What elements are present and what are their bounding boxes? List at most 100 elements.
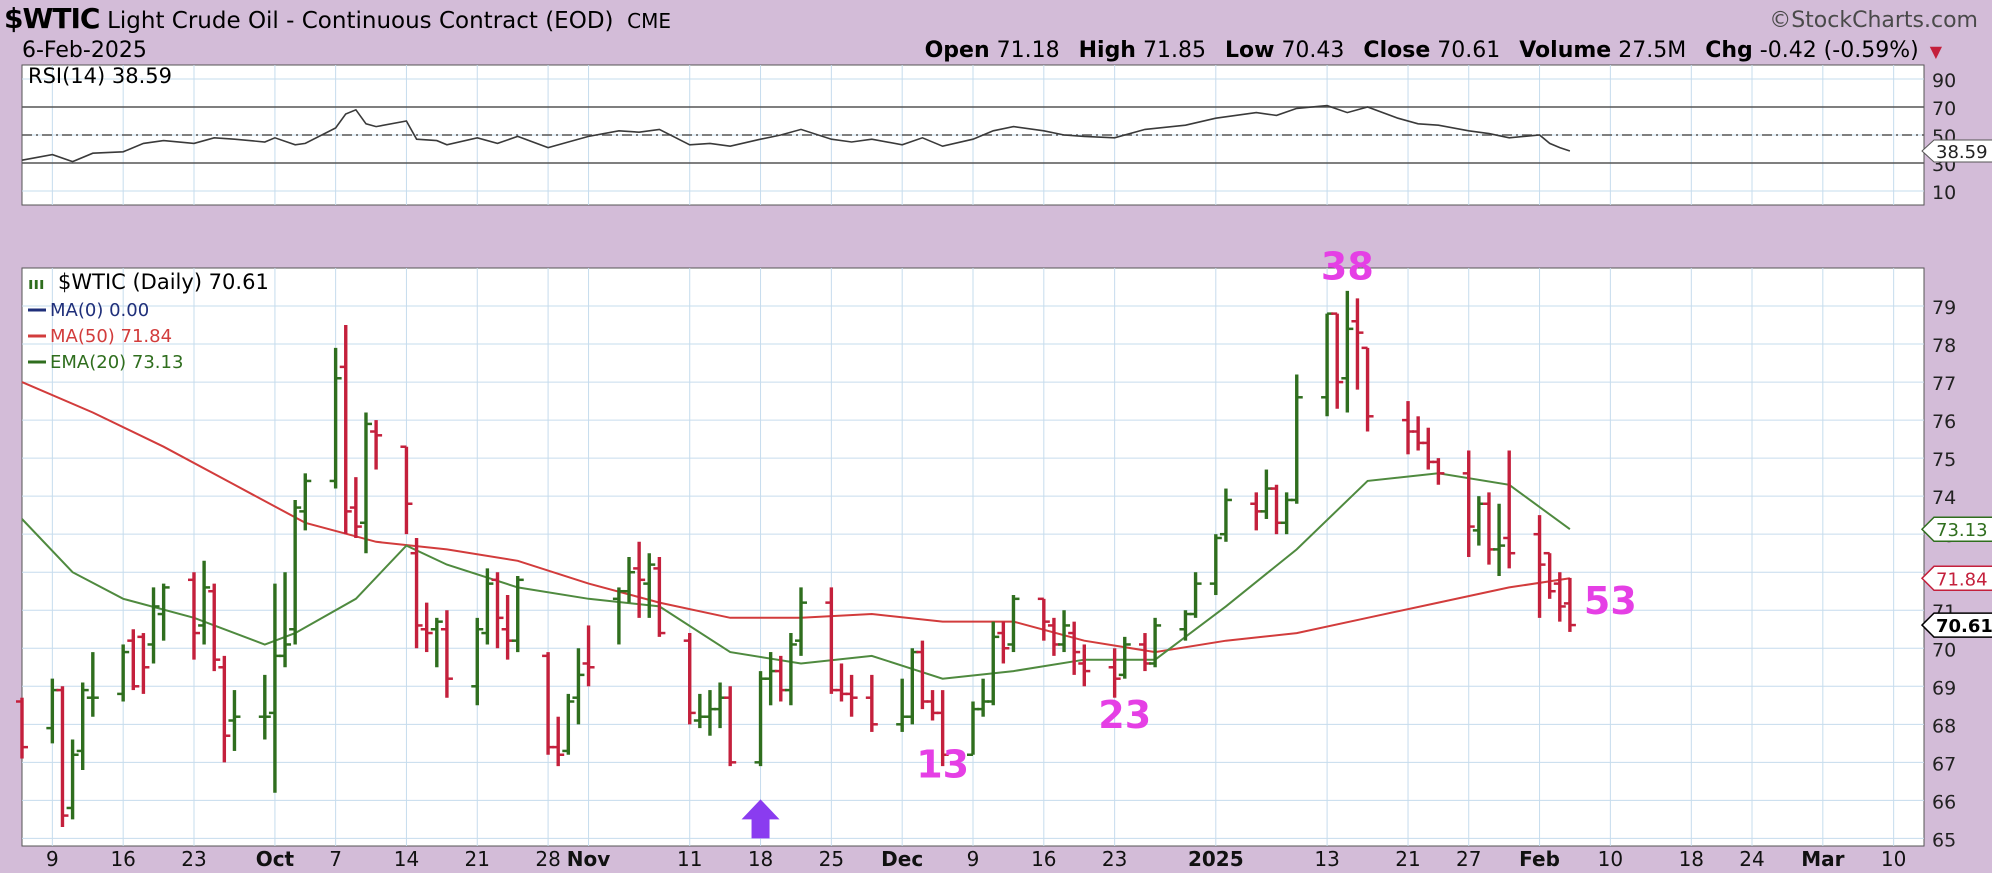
x-tick-label: 16 (1031, 847, 1056, 871)
price-value-tag (1920, 565, 1992, 592)
price-tick-label: 65 (1932, 829, 1956, 851)
ohlc-bar (157, 583, 170, 641)
ohlc-bar (339, 325, 352, 535)
ohlc-bar (198, 560, 211, 645)
price-value-tag (1920, 516, 1992, 542)
ohlc-bar (420, 602, 433, 653)
close-label: Close (1363, 38, 1431, 63)
ohlc-bar (218, 655, 231, 763)
ohlc-bar (1341, 290, 1354, 413)
x-tick-label: 16 (110, 847, 135, 871)
ohlc-bar (1351, 298, 1364, 390)
price-tick-label: 76 (1932, 411, 1956, 433)
ohlc-bar (471, 617, 484, 706)
x-tick-label: 21 (465, 847, 490, 871)
annotation-label: 53 (1584, 579, 1637, 623)
ohlc-bar (633, 541, 646, 618)
ohlc-bar (410, 537, 423, 649)
legend-entry: MA(50) 71.84 (50, 326, 172, 347)
ohlc-bar (1543, 551, 1556, 599)
x-tick-label: 24 (1739, 847, 1764, 871)
price-tick-label: 74 (1932, 487, 1956, 509)
ohlc-summary: Open 71.18 High 71.85 Low 70.43 Close 70… (913, 38, 1942, 63)
ohlc-bar (1290, 374, 1303, 504)
price-tick-label: 75 (1932, 449, 1956, 471)
ohlc-bar (1068, 621, 1081, 675)
x-tick-label: 23 (181, 847, 206, 871)
ohlc-bar (228, 690, 241, 751)
ohlc-bar (987, 621, 1000, 706)
price-value-label: 73.13 (1936, 520, 1988, 541)
ohlc-bar (865, 674, 878, 732)
ohlc-bar (795, 587, 808, 656)
x-tick-label: Feb (1519, 847, 1560, 871)
open-value: 71.18 (996, 38, 1060, 63)
ohlc-bar (16, 697, 28, 759)
volume-value: 27.5M (1618, 38, 1687, 63)
x-tick-label: 25 (819, 847, 844, 871)
low-value: 70.43 (1281, 38, 1345, 63)
x-tick-label: 9 (967, 847, 980, 871)
price-tick-label: 78 (1932, 335, 1956, 357)
x-axis: 9 16 23 Oct 7 14 21 28 Nov 11 18 25 Dec 9 16 23 2025 13 21… (46, 847, 1906, 871)
volume-label: Volume (1519, 38, 1612, 63)
rsi-tick-label: 70 (1932, 98, 1956, 120)
x-tick-label: 2025 (1188, 847, 1244, 871)
price-tick-label: 70 (1932, 639, 1956, 661)
ohlc-bar (481, 568, 494, 645)
ohlc-bar (349, 477, 362, 538)
x-tick-label: 21 (1395, 847, 1420, 871)
ohlc-bar (1037, 597, 1050, 641)
x-tick-label: Oct (256, 847, 295, 871)
ohlc-bar (117, 644, 130, 702)
price-tick-label: 77 (1932, 373, 1956, 395)
ohlc-bar (623, 557, 636, 603)
price-value-tag (1920, 612, 1992, 638)
ohlc-bar (279, 572, 292, 668)
ohlc-bar (289, 499, 302, 645)
high-value: 71.85 (1142, 38, 1206, 63)
ohlc-bar (582, 625, 595, 687)
ohlc-bar (1533, 515, 1546, 618)
down-triangle-icon: ▼ (1929, 42, 1942, 61)
price-tick-label: 67 (1932, 753, 1956, 775)
ohlc-bar (562, 693, 575, 755)
ohlc-bar (1503, 450, 1516, 569)
ohlc-bar (784, 633, 797, 706)
price-panel: 65666768697071727374757677787973.1371.84… (16, 244, 1992, 851)
ohlc-bar (329, 347, 342, 489)
ohlc-bar (511, 576, 524, 653)
x-tick-label: 9 (46, 847, 59, 871)
ohlc-bar (258, 674, 271, 740)
ohlc-bar (430, 617, 443, 668)
rsi-line (21, 104, 1571, 163)
instrument-name: Light Crude Oil - Continuous Contract (E… (107, 8, 614, 34)
high-label: High (1078, 38, 1136, 63)
ohlc-bar (187, 572, 200, 660)
ohlc-bar (724, 686, 737, 767)
price-tick-label: 68 (1932, 715, 1956, 737)
ohlc-bar (127, 629, 140, 691)
brand-logo[interactable]: ©StockCharts.com (1769, 8, 1978, 33)
ohlc-bar (1563, 577, 1576, 632)
ohlc-bar (1493, 503, 1506, 577)
x-tick-label: Dec (881, 847, 923, 871)
ohlc-bar (86, 652, 99, 717)
ohlc-bar (845, 674, 858, 717)
ohlc-bar (147, 587, 160, 664)
ohlc-bar (1058, 610, 1071, 653)
ohlc-bar (1108, 648, 1121, 698)
ohlc-bar (1462, 450, 1475, 557)
ohlc-bar (1149, 617, 1162, 668)
change-label: Chg (1705, 38, 1753, 63)
x-tick-label: 27 (1456, 847, 1481, 871)
x-tick-label: 18 (748, 847, 773, 871)
annotation-label: 23 (1098, 693, 1151, 737)
legend-entry: MA(0) 0.00 (50, 300, 149, 321)
ohlc-bar (552, 716, 565, 767)
x-tick-label: 10 (1598, 847, 1623, 871)
close-value: 70.61 (1437, 38, 1501, 63)
x-tick-label: 13 (1314, 847, 1339, 871)
